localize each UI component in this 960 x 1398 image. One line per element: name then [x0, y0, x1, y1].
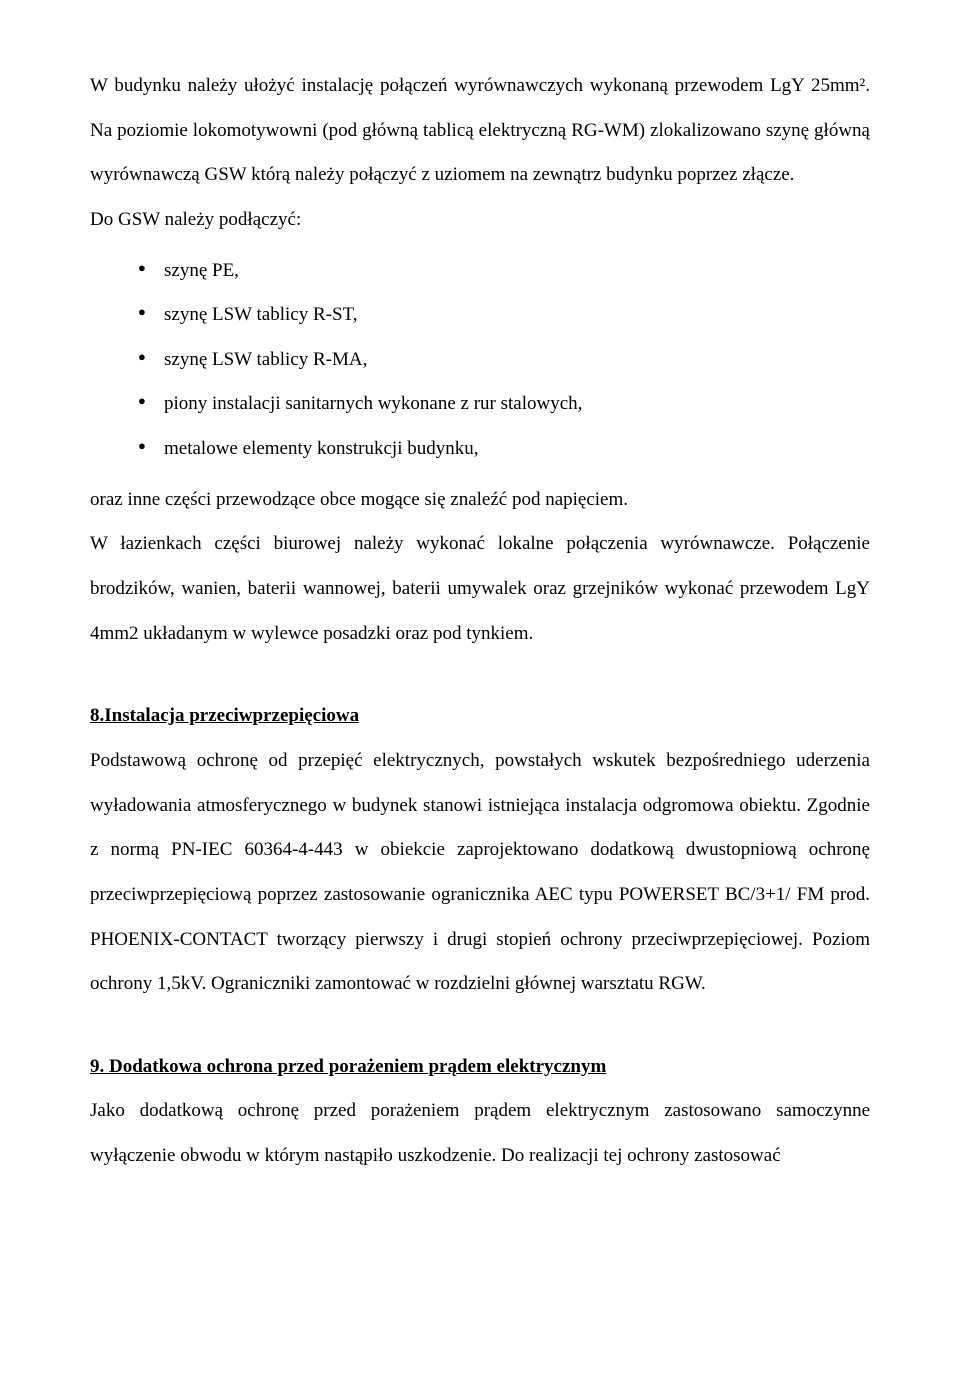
document-page: W budynku należy ułożyć instalację połąc… — [0, 0, 960, 1398]
list-item: szynę LSW tablicy R-MA, — [138, 338, 870, 383]
list-item: metalowe elementy konstrukcji budynku, — [138, 427, 870, 472]
list-item: szynę LSW tablicy R-ST, — [138, 293, 870, 338]
intro-list-line: Do GSW należy podłączyć: — [90, 198, 870, 243]
list-item: szynę PE, — [138, 249, 870, 294]
heading-9: 9. Dodatkowa ochrona przed porażeniem pr… — [90, 1045, 870, 1090]
gsw-connect-list: szynę PE, szynę LSW tablicy R-ST, szynę … — [90, 249, 870, 472]
heading-8: 8.Instalacja przeciwprzepięciowa — [90, 694, 870, 739]
list-item: piony instalacji sanitarnych wykonane z … — [138, 382, 870, 427]
paragraph-1: W budynku należy ułożyć instalację połąc… — [90, 64, 870, 198]
paragraph-2: W łazienkach części biurowej należy wyko… — [90, 522, 870, 656]
after-list-line: oraz inne części przewodzące obce mogące… — [90, 478, 870, 523]
paragraph-8: Podstawową ochronę od przepięć elektrycz… — [90, 739, 870, 1007]
paragraph-9: Jako dodatkową ochronę przed porażeniem … — [90, 1089, 870, 1178]
